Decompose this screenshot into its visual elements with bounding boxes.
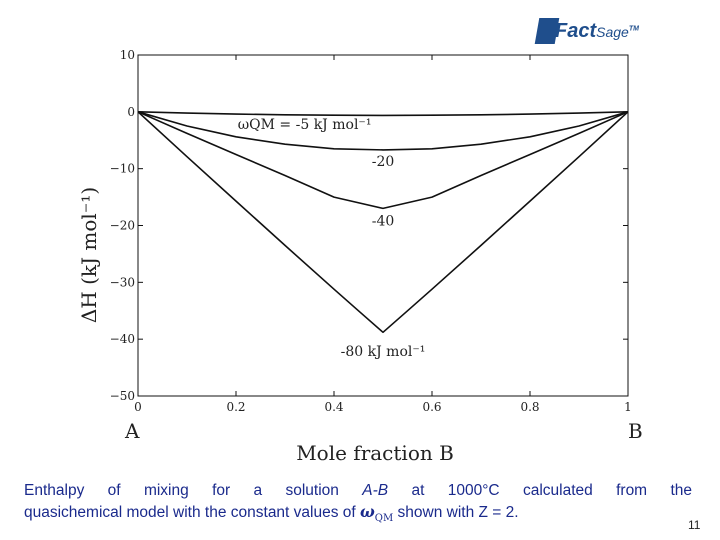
caption-system: A-B (362, 482, 389, 499)
figure-caption: Enthalpy of mixing for a solution A-B at… (24, 480, 692, 529)
caption-line-2: quasichemical model with the constant va… (24, 501, 692, 529)
axis-tick-labels: 0 0.2 0.4 0.6 0.8 1 10 0 −10 −20 −30 −40 −50 (110, 48, 632, 414)
annotation-1: ωQM = -5 kJ mol⁻¹ (238, 117, 372, 133)
caption-part-3: quasichemical model with the constant va… (24, 504, 361, 521)
logo-text: FactSageTM (555, 20, 639, 43)
x-tick-label: 0.6 (422, 400, 441, 414)
x-axis-label: Mole fraction B (296, 441, 454, 465)
y-tick-label: 0 (127, 105, 135, 119)
caption-omega: ω (360, 502, 375, 521)
series-line-2 (137, 111, 629, 151)
annotation-4: -80 kJ mol⁻¹ (341, 344, 426, 360)
x-tick-label: 0.2 (226, 400, 245, 414)
caption-line-1: Enthalpy of mixing for a solution A-B at… (24, 480, 692, 501)
series-lines (137, 111, 629, 334)
y-tick-label: −40 (110, 332, 135, 346)
y-tick-label: −30 (110, 275, 135, 289)
axis-ticks (137, 54, 629, 397)
x-tick-label: 0 (134, 400, 142, 414)
caption-omega-subscript: QM (374, 513, 394, 525)
x-tick-label: 1 (624, 400, 632, 414)
caption-part-1: Enthalpy of mixing for a solution (24, 482, 363, 499)
logo-brand-main: Fact (555, 20, 597, 42)
logo-brand-sub: Sage (596, 24, 629, 40)
x-tick-label: 0.8 (520, 400, 539, 414)
y-tick-label: 10 (120, 48, 135, 62)
x-end-label-b: B (628, 419, 643, 443)
caption-part-2: at 1000°C calculated from the (388, 482, 692, 499)
page-number: 11 (688, 518, 701, 532)
series-line-4 (137, 111, 629, 334)
y-tick-label: −10 (110, 162, 135, 176)
x-end-label-a: A (124, 419, 140, 443)
x-tick-label: 0.4 (324, 400, 343, 414)
factsage-logo: FactSageTM (534, 14, 639, 48)
series-line-3 (137, 111, 629, 210)
logo-trademark: TM (628, 25, 639, 33)
y-axis-label: ΔH (kJ mol⁻¹) (77, 187, 101, 323)
curve-annotations: ωQM = -5 kJ mol⁻¹ -20 -40 -80 kJ mol⁻¹ (238, 117, 426, 360)
caption-part-4: shown with Z = 2. (393, 504, 519, 521)
y-tick-label: −20 (110, 219, 135, 233)
series-line-1 (137, 111, 629, 117)
y-tick-label: −50 (110, 389, 135, 403)
annotation-3: -40 (372, 214, 395, 230)
annotation-2: -20 (372, 154, 395, 170)
